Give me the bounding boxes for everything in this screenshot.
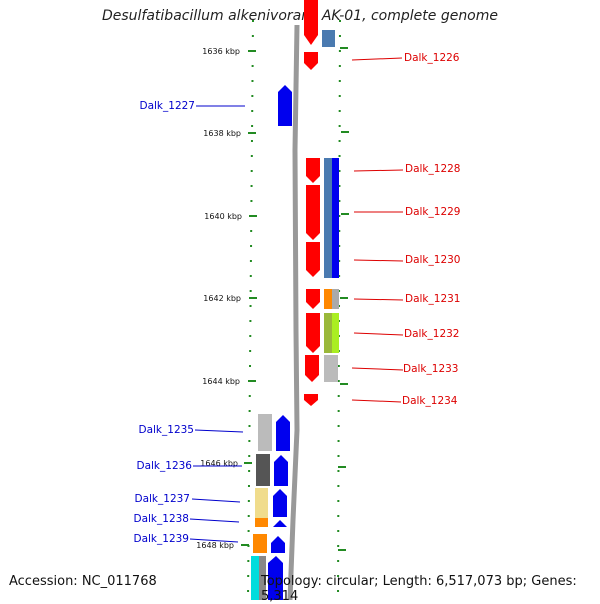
gene-feature xyxy=(256,454,270,486)
forward-genes xyxy=(304,0,339,406)
gene-arrow xyxy=(306,242,320,277)
gene-label: Dalk_1234 xyxy=(402,395,458,407)
gene-arrow xyxy=(276,415,290,451)
gene-feature xyxy=(324,158,332,278)
gene-label: Dalk_1232 xyxy=(404,328,460,340)
scale-label: 1640 kbp xyxy=(204,212,242,221)
scale-label: 1642 kbp xyxy=(203,294,241,303)
gene-feature xyxy=(322,30,335,47)
forward-gene-labels: Dalk_1226 Dalk_1228 Dalk_1229 Dalk_1230 … xyxy=(402,52,461,407)
gene-arrow xyxy=(273,489,287,517)
gene-feature xyxy=(251,556,259,600)
reverse-genes xyxy=(251,85,292,600)
gene-arrow xyxy=(273,520,287,527)
gene-arrow xyxy=(271,536,285,553)
gene-arrow xyxy=(305,355,319,382)
gene-feature xyxy=(253,534,267,553)
scale-label: 1636 kbp xyxy=(202,47,240,56)
gene-feature xyxy=(324,355,338,382)
gene-arrow xyxy=(306,158,320,183)
gene-feature xyxy=(255,488,268,518)
gene-feature xyxy=(255,518,268,527)
scale-labels: 1636 kbp 1638 kbp 1640 kbp 1642 kbp 1644… xyxy=(196,47,257,550)
gene-arrow xyxy=(304,52,318,70)
gene-arrow xyxy=(274,455,288,486)
scale-track-left xyxy=(247,19,254,600)
scale-label: 1646 kbp xyxy=(200,459,238,468)
scale-track-right xyxy=(337,19,341,600)
gene-arrow xyxy=(306,313,320,353)
gene-feature xyxy=(332,158,339,278)
scale-label: 1644 kbp xyxy=(202,377,240,386)
gene-feature xyxy=(259,556,266,600)
gene-label: Dalk_1235 xyxy=(139,424,195,436)
label-leaders xyxy=(189,57,404,543)
map-title: Desulfatibacillum alkenivorans AK-01, co… xyxy=(101,8,499,24)
gene-label: Dalk_1231 xyxy=(405,293,461,305)
gene-feature xyxy=(324,313,332,353)
gene-feature xyxy=(258,414,272,451)
gene-label: Dalk_1237 xyxy=(135,493,191,505)
gene-label: Dalk_1239 xyxy=(134,533,190,545)
genome-backbone xyxy=(287,24,300,600)
scale-label: 1648 kbp xyxy=(196,541,234,550)
gene-arrow xyxy=(306,185,320,240)
scale-label: 1638 kbp xyxy=(203,129,241,138)
gene-arrow xyxy=(304,0,318,45)
accession-text: Accession: NC_011768 xyxy=(9,574,157,589)
reverse-gene-labels: Dalk_1227 Dalk_1235 Dalk_1236 Dalk_1237 … xyxy=(134,100,196,545)
gene-feature xyxy=(332,289,339,309)
gene-label: Dalk_1230 xyxy=(405,254,461,266)
gene-arrow xyxy=(304,394,318,406)
gene-arrow xyxy=(268,556,283,600)
gene-label: Dalk_1238 xyxy=(134,513,190,525)
gene-label: Dalk_1236 xyxy=(137,460,193,472)
gene-label: Dalk_1227 xyxy=(140,100,196,112)
gene-arrow xyxy=(306,289,320,309)
gene-feature xyxy=(332,313,339,353)
gene-label: Dalk_1229 xyxy=(405,206,461,218)
gene-feature xyxy=(324,289,332,309)
gene-label: Dalk_1226 xyxy=(404,52,460,64)
gene-arrow xyxy=(278,85,292,126)
gene-label: Dalk_1233 xyxy=(403,363,459,375)
right-ticks xyxy=(338,47,349,551)
gene-label: Dalk_1228 xyxy=(405,163,461,175)
